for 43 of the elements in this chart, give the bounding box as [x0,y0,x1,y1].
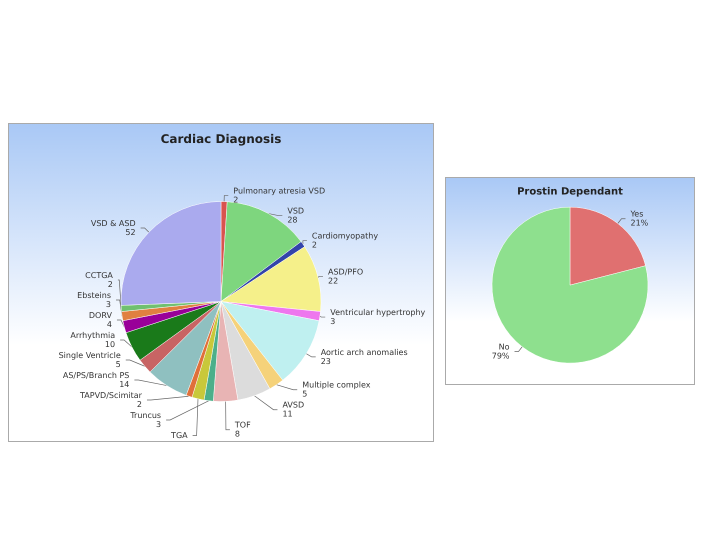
slice-label: Pulmonary atresia VSD [233,186,326,196]
data-label: 2 [233,196,238,205]
data-label: 52 [125,228,136,238]
data-label: 10 [104,340,116,349]
slice-label: VSD [287,206,304,216]
data-label: 23 [320,356,331,366]
chart-title: Cardiac Diagnosis [160,132,282,146]
slice-label: Cardiomyopathy [312,232,378,241]
slice-label: Aortic arch anomalies [320,348,408,357]
data-label: 3 [330,317,336,326]
data-label: 2 [108,280,113,289]
slice-label: TAPVD/Scimitar [79,391,143,400]
slice-label: TGA [170,431,188,440]
data-label: 22 [328,276,338,286]
slice-label: No [498,342,510,352]
data-label: 8 [234,430,240,439]
data-label: 3 [156,420,162,429]
data-label: 14 [119,380,130,389]
slice-label: DORV [88,311,112,320]
slice-label: Truncus [129,411,162,420]
slice-label: AVSD [282,400,304,410]
slice-label: Multiple complex [302,380,371,390]
slice-label: Yes [629,210,644,219]
slice-label: AS/PS/Branch PS [62,371,130,380]
chart-title: Prostin Dependant [517,186,624,198]
data-label: 28 [287,216,298,225]
slice-label: CCTGA [85,271,114,280]
data-label: 4 [106,320,112,329]
data-label: 2 [136,400,142,409]
data-label: 5 [116,360,121,369]
slice-label: ASD/PFO [328,267,364,276]
data-label: 79% [492,351,510,360]
slice-label: Ventricular hypertrophy [330,308,426,318]
data-label: 3 [106,300,112,309]
data-label: 2 [312,240,318,250]
slice-label: TOF [234,420,252,430]
data-label: 21% [630,218,649,228]
slice-label: Arrhythmia [70,331,116,340]
slice-label: VSD & ASD [90,219,136,228]
data-label: 5 [302,390,308,399]
data-label: 11 [282,410,293,419]
slice-label: Ebsteins [77,291,112,300]
slice-label: Single Ventricle [58,351,121,360]
